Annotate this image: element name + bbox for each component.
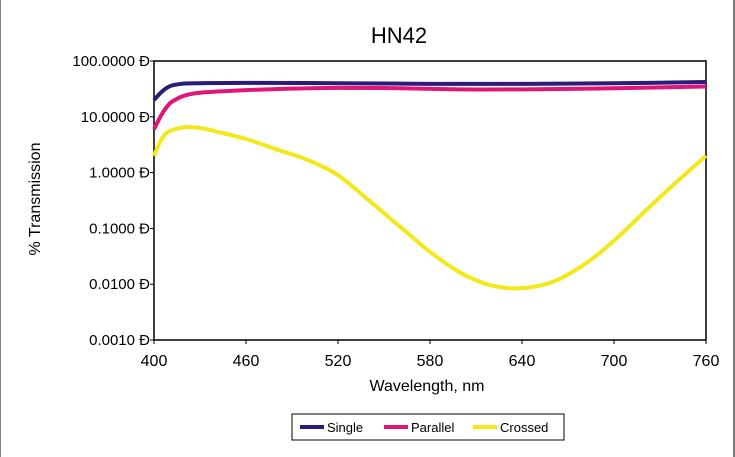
y-tick-label: 100.0000 Đ (72, 53, 150, 70)
legend: Single Parallel Crossed (291, 413, 565, 441)
y-tick-label: 0.0010 Đ (89, 332, 150, 349)
legend-label-crossed: Crossed (500, 420, 548, 435)
y-tick-label: 1.0000 Đ (89, 165, 150, 182)
legend-box (291, 413, 565, 441)
chart-title: HN42 (371, 23, 427, 48)
y-tick-label: 0.0100 Đ (89, 276, 150, 293)
series-line-crossed (152, 125, 708, 291)
legend-label-parallel: Parallel (411, 420, 454, 435)
series-line-parallel (152, 84, 707, 131)
y-tick-label: 10.0000 Đ (81, 109, 150, 126)
x-tick-label: 700 (601, 353, 628, 370)
x-tick-label: 760 (693, 353, 720, 370)
y-tick-label: 0.1000 Đ (89, 220, 150, 237)
y-axis-label: % Transmission (27, 143, 44, 256)
x-axis-label: Wavelength, nm (369, 378, 484, 395)
x-tick-label: 640 (509, 353, 536, 370)
legend-label-single: Single (327, 420, 363, 435)
x-tick-label: 400 (141, 353, 168, 370)
series-line-single (152, 80, 707, 102)
x-tick-label: 460 (233, 353, 260, 370)
plot-area: 100.0000 Đ 10.0000 Đ 1.0000 Đ 0.1000 Đ 0.010… (72, 53, 719, 370)
x-tick-label: 520 (325, 353, 352, 370)
x-tick-label: 580 (417, 353, 444, 370)
